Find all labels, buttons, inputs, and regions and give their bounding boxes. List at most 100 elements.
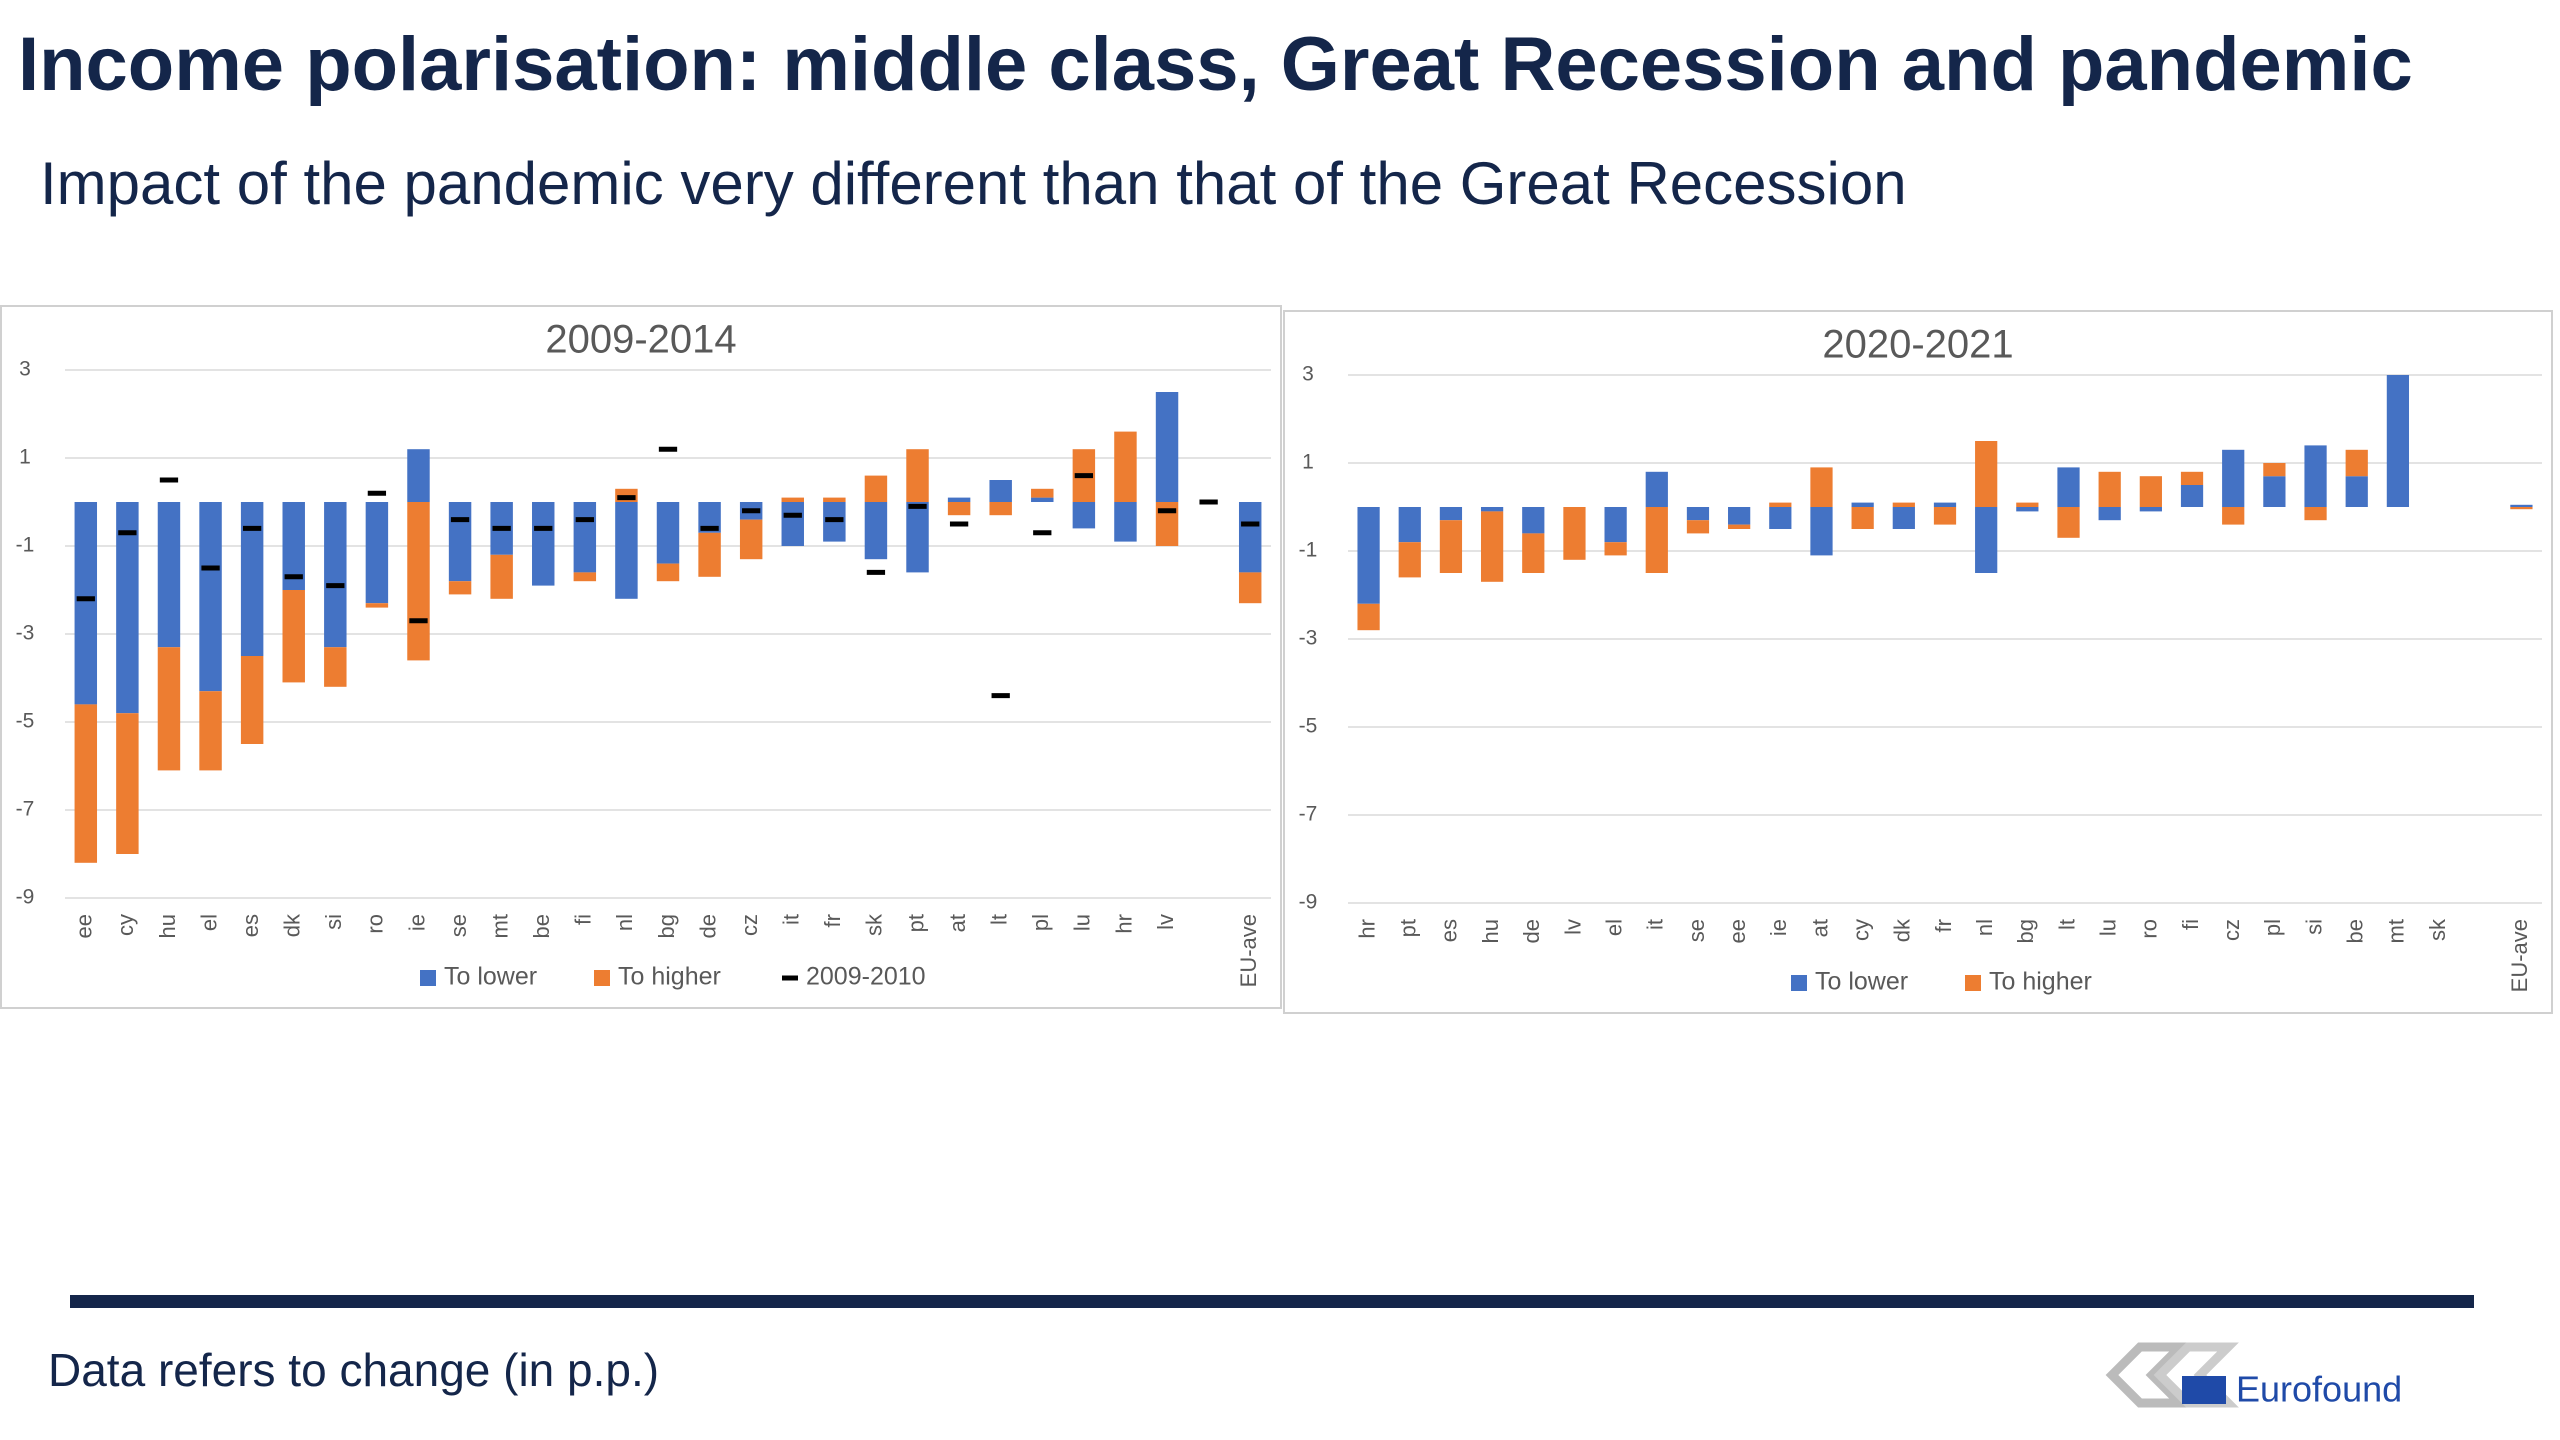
- x-tick-label: ie: [1766, 919, 1791, 936]
- bar: [2304, 445, 2327, 507]
- x-tick-label: fr: [820, 914, 845, 927]
- x-tick-label: fi: [571, 914, 596, 925]
- y-tick-label: -9: [16, 886, 35, 909]
- bar: [2057, 507, 2080, 538]
- y-tick-label: -5: [1299, 715, 1318, 738]
- bar: [324, 647, 347, 687]
- bar: [365, 502, 389, 604]
- bar: [1769, 502, 1792, 507]
- logo-text: Eurofound: [2236, 1369, 2402, 1410]
- x-tick-label: hu: [1478, 919, 1503, 943]
- bar: [1522, 507, 1545, 534]
- bar: [1892, 502, 1915, 507]
- bar: [1810, 507, 1833, 556]
- eu-flag: [2182, 1376, 2226, 1404]
- legend-label: To lower: [444, 963, 537, 991]
- x-tick-label: cy: [113, 914, 138, 936]
- x-tick-label: it: [779, 914, 804, 925]
- bar: [2139, 507, 2162, 512]
- divider: [70, 1295, 2474, 1308]
- bar: [1072, 502, 1096, 529]
- x-tick-label: si: [321, 914, 346, 930]
- bar: [2180, 485, 2204, 507]
- x-tick-label: dk: [1890, 918, 1915, 942]
- bar: [1439, 520, 1463, 573]
- y-tick-label: -7: [16, 798, 35, 821]
- x-tick-label: se: [446, 914, 471, 937]
- bar: [1031, 497, 1054, 502]
- bar: [1686, 520, 1710, 534]
- x-tick-label: lv: [1560, 919, 1585, 935]
- bar: [2304, 507, 2327, 521]
- x-tick-label: mt: [2384, 919, 2409, 943]
- x-tick-label: pl: [1028, 914, 1053, 931]
- bar: [781, 502, 804, 546]
- bar: [1238, 572, 1262, 604]
- bar: [1238, 502, 1262, 573]
- legend-swatch: [594, 970, 610, 986]
- bar: [1933, 502, 1957, 507]
- bar: [2222, 507, 2245, 525]
- bar: [2510, 504, 2533, 507]
- bar: [74, 502, 98, 705]
- x-tick-label: at: [945, 914, 970, 932]
- x-tick-label: EU-ave: [1236, 914, 1261, 987]
- y-tick-label: -3: [1299, 627, 1318, 650]
- bar: [1398, 507, 1421, 543]
- legend-item: To lower: [420, 963, 537, 991]
- bar: [1480, 507, 1504, 512]
- x-tick-label: it: [1643, 919, 1668, 930]
- x-tick-label: ro: [363, 914, 388, 934]
- x-tick-label: pt: [1396, 919, 1421, 937]
- legend-label: To lower: [1815, 968, 1908, 996]
- bar: [864, 502, 888, 560]
- bar: [2222, 449, 2245, 507]
- bar: [1975, 441, 1998, 507]
- x-tick-label: at: [1807, 919, 1832, 937]
- bar: [1114, 502, 1137, 542]
- bar: [1645, 471, 1668, 507]
- bar: [2345, 449, 2368, 477]
- bar: [240, 656, 264, 744]
- bar: [532, 502, 555, 586]
- bar: [490, 554, 513, 599]
- bar: [2098, 471, 2121, 507]
- y-tick-label: 1: [19, 446, 31, 469]
- x-tick-label: de: [695, 914, 720, 938]
- x-tick-label: sk: [862, 913, 887, 936]
- x-tick-label: el: [1601, 919, 1626, 936]
- x-tick-label: lt: [2054, 919, 2079, 930]
- bar: [906, 502, 929, 573]
- x-tick-label: dk: [280, 913, 305, 937]
- bar: [2016, 507, 2039, 512]
- legend-swatch: [1965, 975, 1981, 991]
- bar: [407, 449, 430, 502]
- y-tick-label: -1: [16, 534, 35, 557]
- bar: [1398, 542, 1421, 578]
- x-tick-label: be: [529, 914, 554, 938]
- x-tick-label: hr: [1111, 914, 1136, 934]
- y-tick-label: -5: [16, 710, 35, 733]
- bar: [781, 497, 804, 502]
- bar: [157, 647, 181, 771]
- x-tick-label: se: [1684, 919, 1709, 942]
- legend-item: To lower: [1791, 968, 1908, 996]
- bar: [1769, 507, 1792, 529]
- bar: [1155, 392, 1179, 502]
- bar: [615, 502, 638, 599]
- legend-swatch: [420, 970, 436, 986]
- x-tick-label: es: [238, 914, 263, 937]
- x-tick-label: cz: [2219, 919, 2244, 941]
- bar: [199, 691, 222, 771]
- bar: [947, 502, 971, 516]
- bar: [947, 497, 971, 502]
- chart-title: 2020-2021: [1822, 323, 2013, 367]
- x-tick-label: mt: [487, 914, 512, 938]
- bar: [240, 502, 264, 656]
- bar: [2263, 476, 2286, 507]
- bar: [739, 519, 763, 560]
- bar: [1480, 511, 1504, 582]
- x-tick-label: pt: [903, 914, 928, 932]
- bar: [199, 502, 222, 692]
